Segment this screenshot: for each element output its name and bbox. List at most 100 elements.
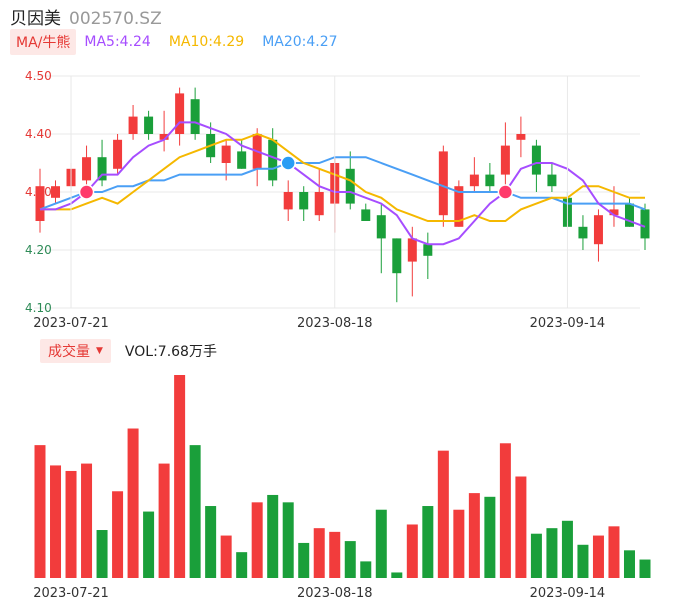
volume-bar <box>561 520 573 578</box>
volume-bar <box>515 476 527 578</box>
candle-body <box>113 139 123 169</box>
volume-bar <box>623 550 635 578</box>
volume-bar <box>313 528 325 578</box>
volume-bar <box>174 375 186 578</box>
candle-body <box>407 238 417 262</box>
volume-indicator-button[interactable]: 成交量 ▼ <box>40 339 111 363</box>
volume-bar <box>96 530 108 578</box>
volume-bar <box>360 561 372 578</box>
candle-body <box>438 151 448 216</box>
volume-indicator-label: 成交量 <box>48 344 90 360</box>
volume-bar <box>81 463 93 578</box>
y-tick-label: 4.40 <box>25 127 52 141</box>
x-tick-label: 2023-08-18 <box>297 316 373 331</box>
ma20-line <box>39 156 646 211</box>
volume-bar <box>546 528 558 578</box>
volume-x-tick-label: 2023-09-14 <box>530 586 606 601</box>
volume-legend: 成交量 ▼ VOL:7.68万手 <box>40 339 217 363</box>
y-tick-label: 4.20 <box>25 243 52 257</box>
volume-bar <box>50 465 62 578</box>
volume-bar <box>530 533 542 578</box>
volume-bar <box>112 491 124 578</box>
candle-body <box>423 244 433 256</box>
candle-body <box>500 145 510 175</box>
candle-body <box>35 186 45 221</box>
candle-body <box>221 145 231 163</box>
volume-bar <box>422 506 434 578</box>
candle-body <box>299 192 309 210</box>
ma20-label: MA20:4.27 <box>262 34 338 50</box>
candle-body <box>268 139 278 181</box>
volume-bar <box>592 535 604 578</box>
volume-bar <box>608 526 620 578</box>
ma-toggle-button[interactable]: MA/牛熊 <box>10 29 77 55</box>
candle-body <box>97 157 107 181</box>
volume-bar <box>375 509 387 578</box>
volume-bar <box>236 552 248 578</box>
candle-body <box>128 116 138 134</box>
candle-body <box>624 203 634 227</box>
candle-body <box>469 174 479 187</box>
candle-body <box>314 192 324 216</box>
candle-body <box>640 209 650 239</box>
volume-bar <box>484 496 496 578</box>
volume-bar <box>65 470 77 578</box>
ma-legend: MA/牛熊 MA5:4.24 MA10:4.29 MA20:4.27 <box>10 29 356 55</box>
volume-bar <box>437 450 449 578</box>
candle-body <box>361 209 371 221</box>
volume-bar <box>189 445 201 578</box>
ma10-line <box>40 132 645 222</box>
stock-code: 002570.SZ <box>69 9 162 29</box>
volume-bar <box>158 463 170 578</box>
bear-marker-icon <box>280 155 296 171</box>
volume-value: VOL:7.68万手 <box>124 344 217 360</box>
volume-bar <box>453 509 465 578</box>
volume-bar <box>143 511 155 578</box>
stock-header: 贝因美 002570.SZ <box>10 4 162 29</box>
candle-body <box>454 186 464 227</box>
candle-body <box>159 134 169 140</box>
candle-body <box>593 215 603 245</box>
volume-bar <box>499 443 511 578</box>
y-tick-label: 4.10 <box>25 301 52 315</box>
ma5-label: MA5:4.24 <box>84 34 151 50</box>
candle-body <box>345 168 355 204</box>
volume-bar <box>329 531 341 578</box>
candle-body <box>237 151 247 169</box>
ma10-label: MA10:4.29 <box>168 34 245 50</box>
volume-bar <box>406 524 418 578</box>
volume-bar <box>577 544 589 578</box>
caret-down-icon: ▼ <box>96 346 103 356</box>
candle-body <box>190 99 200 134</box>
x-tick-label: 2023-07-21 <box>33 316 109 331</box>
volume-x-tick-label: 2023-08-18 <box>297 586 373 601</box>
candle-body <box>516 134 526 140</box>
volume-bar <box>298 542 310 578</box>
candle-body <box>531 145 541 175</box>
volume-bar <box>639 559 651 578</box>
y-tick-label: 4.50 <box>25 69 52 83</box>
candle-body <box>175 93 185 134</box>
stock-name: 贝因美 <box>10 9 61 29</box>
candle-body <box>578 226 588 239</box>
candle-body <box>485 174 495 187</box>
volume-bar <box>220 535 232 578</box>
volume-bar <box>282 502 294 578</box>
candle-body <box>283 192 293 210</box>
volume-bar <box>391 572 403 578</box>
volume-bar <box>344 541 356 578</box>
candle-body <box>392 238 402 274</box>
candle-body <box>609 209 619 216</box>
volume-bar <box>127 428 139 578</box>
volume-x-tick-label: 2023-07-21 <box>33 586 109 601</box>
volume-bar <box>251 502 263 578</box>
candle-body <box>376 215 386 239</box>
volume-bar <box>34 445 46 578</box>
candle-body <box>547 174 557 187</box>
volume-bar <box>267 494 279 578</box>
bull-marker-icon <box>497 184 514 200</box>
candle-body <box>82 157 92 181</box>
x-tick-label: 2023-09-14 <box>530 316 606 331</box>
candle-body <box>51 186 61 198</box>
